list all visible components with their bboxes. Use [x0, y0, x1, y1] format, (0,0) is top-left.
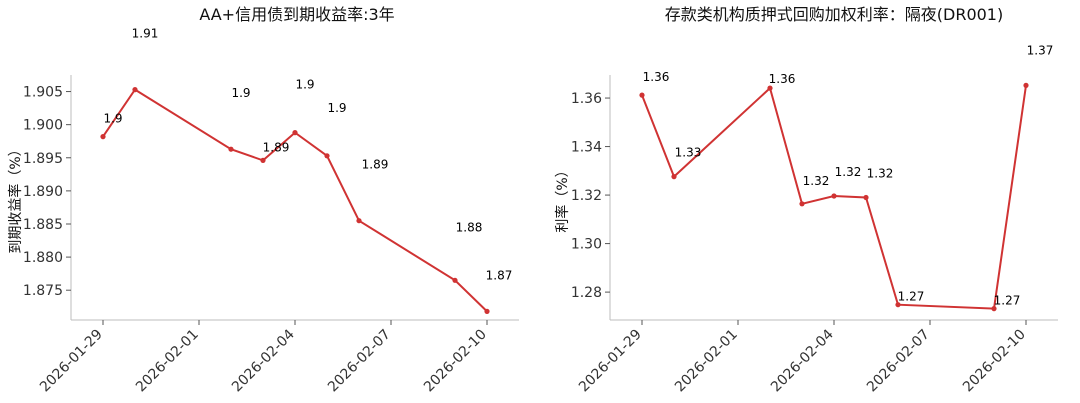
- y-axis-label: 利率（%）: [554, 163, 571, 232]
- data-label: 1.27: [898, 290, 925, 304]
- y-tick-label: 1.900: [23, 118, 63, 134]
- data-label: 1.32: [867, 167, 894, 181]
- data-point: [895, 302, 901, 308]
- y-tick-label: 1.30: [571, 237, 602, 253]
- data-point: [1023, 82, 1029, 88]
- y-tick-label: 1.36: [571, 91, 602, 107]
- data-label: 1.88: [456, 220, 483, 234]
- x-tick-label: 2026-02-01: [672, 327, 741, 396]
- data-point: [484, 308, 490, 314]
- data-label: 1.37: [1027, 43, 1054, 57]
- data-label: 1.91: [132, 27, 159, 41]
- y-axis-label: 到期收益率（%）: [7, 142, 24, 253]
- x-tick-label: 2026-01-29: [37, 327, 106, 396]
- x-tick-label: 2026-02-07: [864, 327, 933, 396]
- series-line: [102, 88, 488, 313]
- y-tick-label: 1.880: [23, 250, 63, 266]
- y-tick-label: 1.890: [23, 184, 63, 200]
- data-label: 1.9: [231, 86, 250, 100]
- data-label: 1.89: [263, 140, 290, 154]
- data-point: [100, 134, 106, 140]
- data-point: [991, 306, 997, 312]
- y-tick-label: 1.34: [571, 140, 602, 156]
- data-label: 1.89: [362, 158, 389, 172]
- data-point: [132, 87, 138, 93]
- data-label: 1.9: [327, 101, 346, 115]
- data-label: 1.32: [803, 174, 830, 188]
- y-tick-label: 1.905: [23, 85, 63, 101]
- data-label: 1.33: [675, 146, 702, 160]
- data-label: 1.9: [295, 78, 314, 92]
- y-tick-label: 1.32: [571, 188, 602, 204]
- data-label: 1.32: [835, 165, 862, 179]
- x-tick-label: 2026-02-04: [229, 326, 298, 395]
- data-label: 1.87: [486, 268, 513, 282]
- data-point: [324, 153, 330, 159]
- data-label: 1.9: [103, 112, 122, 126]
- y-tick-label: 1.28: [571, 285, 602, 301]
- chart-title: 存款类机构质押式回购加权利率：隔夜(DR001): [665, 5, 1003, 24]
- data-label: 1.27: [994, 294, 1021, 308]
- x-tick-label: 2026-01-29: [576, 327, 645, 396]
- data-label: 1.36: [769, 72, 796, 86]
- chart-panel-1: AA+信用债到期收益率:3年 1.875 1.880 1.885 1.890 1.895 1…: [7, 5, 519, 395]
- y-tick-label: 1.875: [23, 283, 63, 299]
- data-point: [799, 201, 805, 207]
- data-point: [671, 174, 677, 180]
- x-tick-label: 2026-02-10: [960, 327, 1029, 396]
- x-tick-label: 2026-02-10: [421, 327, 490, 396]
- y-tick-label: 1.895: [23, 151, 63, 167]
- x-tick-label: 2026-02-04: [768, 326, 837, 395]
- x-tick-label: 2026-02-01: [133, 327, 202, 396]
- data-point: [639, 92, 645, 98]
- data-point: [452, 277, 458, 283]
- x-tick-label: 2026-02-07: [325, 327, 394, 396]
- data-point: [260, 157, 266, 163]
- data-point: [292, 130, 298, 136]
- data-point: [831, 193, 837, 199]
- data-point: [767, 85, 773, 91]
- chart-title: AA+信用债到期收益率:3年: [199, 5, 394, 24]
- data-point: [228, 146, 234, 152]
- chart-panel-2: 存款类机构质押式回购加权利率：隔夜(DR001) 1.28 1.30 1.32 1.34…: [554, 5, 1058, 395]
- y-tick-label: 1.885: [23, 217, 63, 233]
- data-point: [863, 194, 869, 201]
- data-point: [356, 218, 362, 224]
- data-label: 1.36: [643, 70, 670, 84]
